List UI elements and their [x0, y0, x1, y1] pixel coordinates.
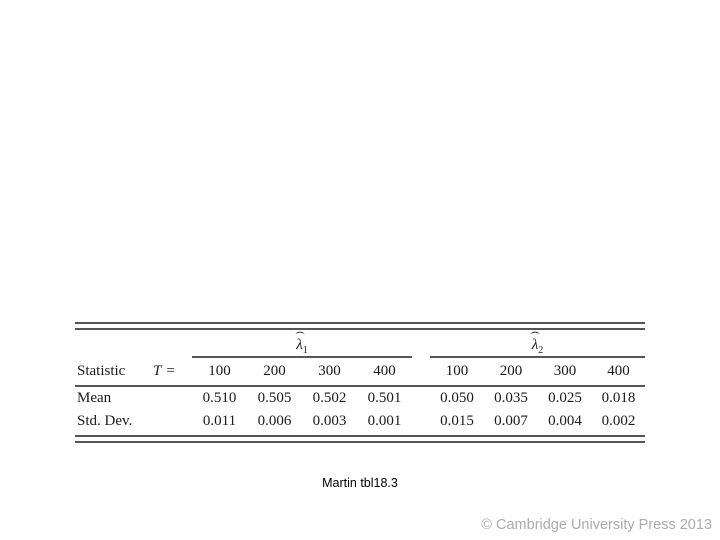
cell-value: 0.011 [202, 413, 237, 429]
hat-accent: ˆ [294, 329, 305, 343]
cell-value: 0.050 [440, 390, 474, 406]
header-col: 400 [592, 357, 645, 387]
hat-accent: ˆ [530, 329, 540, 343]
table-header-row: Statistic T = 100 200 300 400 100 200 300… [75, 357, 645, 387]
header-col: 200 [484, 357, 538, 387]
cell-value: 0.035 [494, 390, 528, 406]
header-col: 300 [302, 357, 357, 387]
table-top-rule [75, 322, 645, 330]
header-t-equals: T = [153, 357, 192, 387]
spanner-spacer [75, 330, 192, 357]
cell-value: 0.025 [548, 390, 582, 406]
cell-value: 0.007 [494, 413, 528, 429]
copyright-notice: © Cambridge University Press 2013 [481, 517, 712, 533]
table-row: Std. Dev. 0.011 0.006 0.003 0.001 0.015 … [75, 410, 645, 433]
group-gap [412, 386, 430, 410]
group-gap [412, 357, 430, 387]
header-col: 400 [357, 357, 412, 387]
t-symbol: T [153, 362, 162, 379]
cell-value: 0.004 [548, 413, 582, 429]
cell-value: 0.002 [601, 413, 636, 429]
table-bottom-rule [75, 435, 645, 443]
header-col: 300 [538, 357, 592, 387]
header-col: 100 [430, 357, 484, 387]
empty-cell [153, 386, 192, 410]
header-statistic: Statistic [75, 357, 153, 387]
column-group-lambda2: ˆ λ2 [430, 330, 645, 358]
cell-value: 0.505 [257, 390, 292, 406]
row-label: Std. Dev. [77, 413, 133, 429]
cell-value: 0.015 [440, 413, 474, 429]
cell-value: 0.502 [312, 390, 347, 406]
cell-value: 0.001 [367, 413, 402, 429]
source-caption: Martin tbl18.3 [322, 476, 398, 490]
row-label: Mean [77, 390, 112, 406]
cell-value: 0.003 [312, 413, 347, 429]
cell-value: 0.501 [367, 390, 402, 406]
lambda1-subscript: 1 [302, 345, 308, 356]
equals-sign: = [166, 362, 175, 379]
empty-cell [153, 410, 192, 433]
column-group-row: ˆ λ1 ˆ λ2 [75, 330, 645, 358]
header-col: 200 [247, 357, 302, 387]
column-group-lambda1: ˆ λ1 [192, 330, 412, 358]
statistics-table: ˆ λ1 ˆ λ2 Statistic T = 100 200 300 400 100… [75, 330, 645, 433]
cell-value: 0.510 [202, 390, 237, 406]
results-table: ˆ λ1 ˆ λ2 Statistic T = 100 200 300 400 100… [75, 322, 645, 443]
group-gap [412, 330, 430, 357]
lambda-glyph: λ [531, 337, 539, 353]
header-col: 100 [192, 357, 247, 387]
cell-value: 0.018 [601, 390, 636, 406]
table-row: Mean 0.510 0.505 0.502 0.501 0.050 0.035… [75, 386, 645, 410]
cell-value: 0.006 [257, 413, 292, 429]
lambda-glyph: λ [296, 337, 303, 353]
lambda2-subscript: 2 [538, 345, 544, 356]
group-gap [412, 410, 430, 433]
